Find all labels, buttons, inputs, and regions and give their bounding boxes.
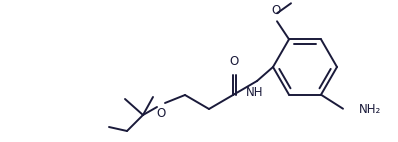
Text: O: O — [156, 107, 166, 120]
Text: O: O — [229, 55, 239, 68]
Text: NH: NH — [246, 86, 264, 99]
Text: O: O — [271, 4, 281, 17]
Text: NH₂: NH₂ — [359, 103, 381, 116]
